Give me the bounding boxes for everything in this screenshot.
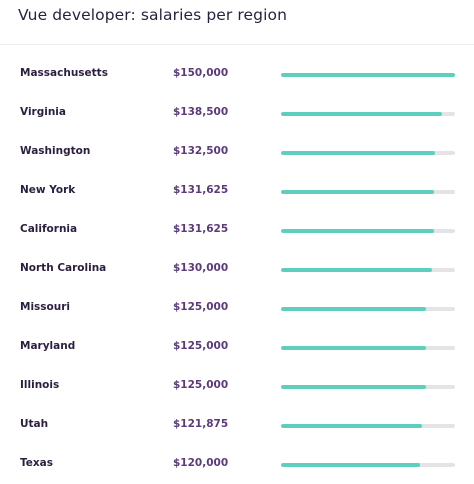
region-label: Texas: [20, 457, 53, 469]
salary-value-label: $125,000: [173, 301, 229, 313]
salary-row: California $131,625: [0, 211, 474, 250]
salary-value-label: $150,000: [173, 67, 229, 79]
salary-value-label: $132,500: [173, 145, 229, 157]
title-divider: [0, 44, 474, 45]
salary-bar: [281, 346, 426, 350]
salary-bar-track: [281, 346, 455, 350]
salary-value-label: $121,875: [173, 418, 229, 430]
region-label: Utah: [20, 418, 49, 430]
salary-row: North Carolina $130,000: [0, 250, 474, 289]
salary-bar: [281, 190, 434, 194]
salary-bar: [281, 112, 442, 116]
salary-bar: [281, 424, 422, 428]
region-label: Illinois: [20, 379, 60, 391]
region-label: New York: [20, 184, 76, 196]
salary-bar-track: [281, 307, 455, 311]
region-label: California: [20, 223, 78, 235]
salary-bar: [281, 151, 435, 155]
salary-row: Texas $120,000: [0, 445, 474, 484]
salary-row: Washington $132,500: [0, 133, 474, 172]
salary-bar-track: [281, 190, 455, 194]
salary-value-label: $120,000: [173, 457, 229, 469]
salary-row: Massachusetts $150,000: [0, 55, 474, 94]
salary-bar: [281, 229, 434, 233]
region-label: Maryland: [20, 340, 76, 352]
salary-bar-track: [281, 424, 455, 428]
salary-row: Illinois $125,000: [0, 367, 474, 406]
salary-bar-track: [281, 151, 455, 155]
salary-bar-track: [281, 73, 455, 77]
salary-bar-track: [281, 268, 455, 272]
salary-bar-track: [281, 385, 455, 389]
salary-row: Missouri $125,000: [0, 289, 474, 328]
salary-bar-track: [281, 463, 455, 467]
salary-bar: [281, 463, 420, 467]
salary-value-label: $125,000: [173, 340, 229, 352]
salary-bar: [281, 385, 426, 389]
salary-row: Maryland $125,000: [0, 328, 474, 367]
salary-bar-track: [281, 229, 455, 233]
salary-value-label: $125,000: [173, 379, 229, 391]
salary-bar: [281, 73, 455, 77]
salary-value-label: $130,000: [173, 262, 229, 274]
salary-row: Utah $121,875: [0, 406, 474, 445]
region-label: Massachusetts: [20, 67, 108, 79]
salary-bar-track: [281, 112, 455, 116]
salary-bar: [281, 268, 432, 272]
salary-value-label: $138,500: [173, 106, 229, 118]
region-label: Washington: [20, 145, 91, 157]
salary-row: Virginia $138,500: [0, 94, 474, 133]
salary-value-label: $131,625: [173, 223, 229, 235]
region-label: Virginia: [20, 106, 66, 118]
region-label: North Carolina: [20, 262, 107, 274]
salary-row: New York $131,625: [0, 172, 474, 211]
region-label: Missouri: [20, 301, 71, 313]
salary-value-label: $131,625: [173, 184, 229, 196]
chart-title: Vue developer: salaries per region: [18, 6, 288, 24]
salary-bar: [281, 307, 426, 311]
